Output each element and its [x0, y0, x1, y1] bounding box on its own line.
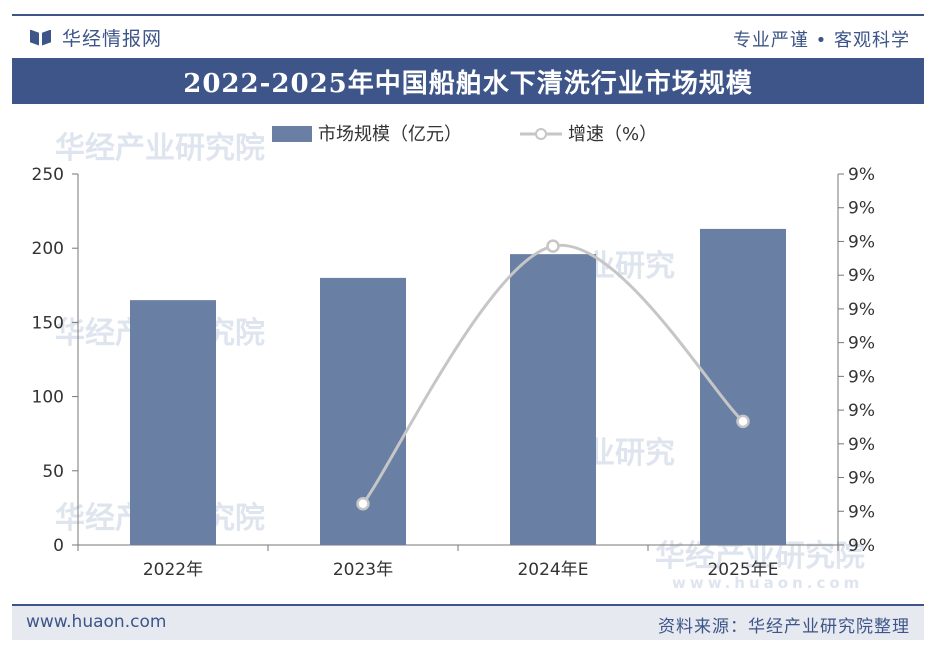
y-left-tick-label: 200	[32, 239, 64, 259]
y-left-tick-label: 150	[32, 313, 64, 333]
y-right-tick-label: 9%	[848, 232, 875, 252]
y-right-tick-label: 9%	[848, 536, 875, 556]
x-tick-label: 2022年	[143, 560, 203, 580]
y-right-tick-label: 9%	[848, 435, 875, 455]
watermark-text: 华经产业研究院	[55, 131, 265, 166]
chart-title-bar: 2022-2025年中国船舶水下清洗行业市场规模	[12, 58, 924, 104]
y-right-tick-label: 9%	[848, 469, 875, 489]
brand-name: 华经情报网	[62, 28, 163, 50]
x-tick-label: 2023年	[333, 560, 393, 580]
footer-site: www.huaon.com	[26, 612, 167, 632]
legend-label-line: 增速（%）	[568, 124, 657, 145]
x-tick-label: 2024年E	[517, 560, 588, 580]
growth-point	[356, 497, 370, 511]
y-left-tick-label: 100	[32, 388, 64, 408]
y-left-tick-label: 50	[42, 462, 64, 482]
y-right-tick-label: 9%	[848, 401, 875, 421]
footer: www.huaon.com 资料来源：华经产业研究院整理	[12, 604, 924, 640]
growth-point	[546, 239, 560, 253]
y-right-tick-label: 9%	[848, 334, 875, 354]
watermark-text: 业研究	[585, 436, 675, 471]
growth-point	[736, 414, 750, 429]
legend-label-bar: 市场规模（亿元）	[318, 124, 462, 145]
y-right-tick-label: 9%	[848, 199, 875, 219]
watermark-site: www.huaon.com	[672, 574, 863, 592]
brand: 华经情报网	[30, 24, 162, 51]
y-right-tick-label: 9%	[848, 367, 875, 387]
bar	[130, 300, 216, 545]
top-rule	[12, 14, 924, 16]
header: 华经情报网 专业严谨 • 客观科学	[12, 18, 924, 54]
y-right-tick-label: 9%	[848, 266, 875, 286]
watermark-text: 业研究	[585, 249, 675, 284]
x-tick-label: 2025年E	[707, 560, 778, 580]
y-right-tick-label: 9%	[848, 502, 875, 522]
footer-source: 资料来源：华经产业研究院整理	[658, 617, 910, 637]
huajing-logo-icon	[30, 28, 54, 48]
chart-title: 2022-2025年中国船舶水下清洗行业市场规模	[183, 68, 753, 99]
slogan: 专业严谨 • 客观科学	[732, 30, 910, 51]
y-right-tick-label: 9%	[848, 165, 875, 185]
legend-marker-line	[535, 128, 547, 140]
chart: 华经产业研究院华经产业研究院华经产业研究院业研究业研究华经产业研究院www.hu…	[32, 124, 875, 592]
bar	[510, 254, 596, 546]
y-right-tick-label: 9%	[848, 300, 875, 320]
y-left-tick-label: 0	[53, 536, 64, 556]
legend-swatch-bar	[272, 126, 312, 142]
y-left-tick-label: 250	[32, 165, 64, 185]
